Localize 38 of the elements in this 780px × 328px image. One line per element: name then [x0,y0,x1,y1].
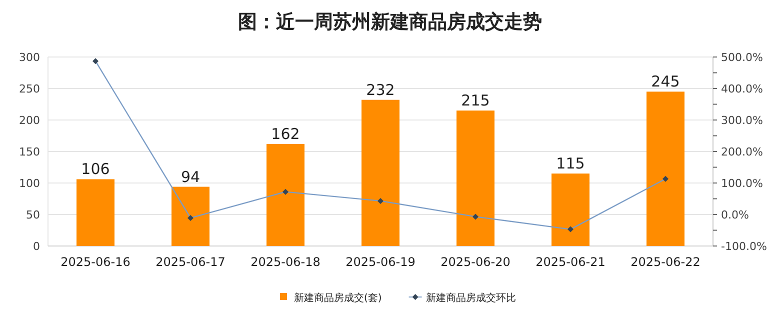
x-tick-label: 2025-06-19 [346,255,416,269]
y2-tick-label: 500.0% [721,51,763,64]
chart-title: 图：近一周苏州新建商品房成交走势 [238,11,542,33]
data-label: 162 [271,124,300,143]
legend-label: 新建商品房成交(套) [294,292,382,304]
bar [646,92,684,246]
y-tick-label: 50 [26,208,40,222]
y2-tick-label: 300.0% [721,114,763,127]
y-tick-label: 150 [19,146,40,158]
legend-label: 新建商品房成交环比 [426,292,516,304]
bar [266,144,304,246]
y-tick-label: 250 [19,82,40,96]
data-label: 245 [651,72,680,91]
y-tick-label: 100 [19,177,40,190]
data-label: 115 [556,154,585,173]
x-tick-label: 2025-06-17 [156,255,226,269]
x-tick-label: 2025-06-18 [250,255,320,269]
y2-tick-label: -100.0% [721,240,767,253]
y2-tick-label: 200.0% [721,146,763,158]
y2-tick-label: 0.0% [721,208,749,222]
x-tick-label: 2025-06-22 [630,255,700,269]
y-tick-label: 200 [19,114,40,127]
y2-tick-label: 100.0% [721,177,763,190]
x-tick-label: 2025-06-20 [440,255,510,269]
y-tick-label: 300 [19,51,40,64]
bar [552,174,590,246]
data-label: 215 [461,92,490,110]
bar [456,110,494,246]
bar [172,186,210,246]
y-tick-label: 0 [33,240,40,253]
x-tick-label: 2025-06-21 [536,255,606,269]
bar [76,179,114,246]
data-label: 232 [366,80,395,99]
bar [362,100,400,246]
x-tick-label: 2025-06-16 [60,255,130,269]
data-label: 94 [180,168,200,186]
y2-tick-label: 400.0% [721,82,763,96]
data-label: 106 [81,160,110,178]
